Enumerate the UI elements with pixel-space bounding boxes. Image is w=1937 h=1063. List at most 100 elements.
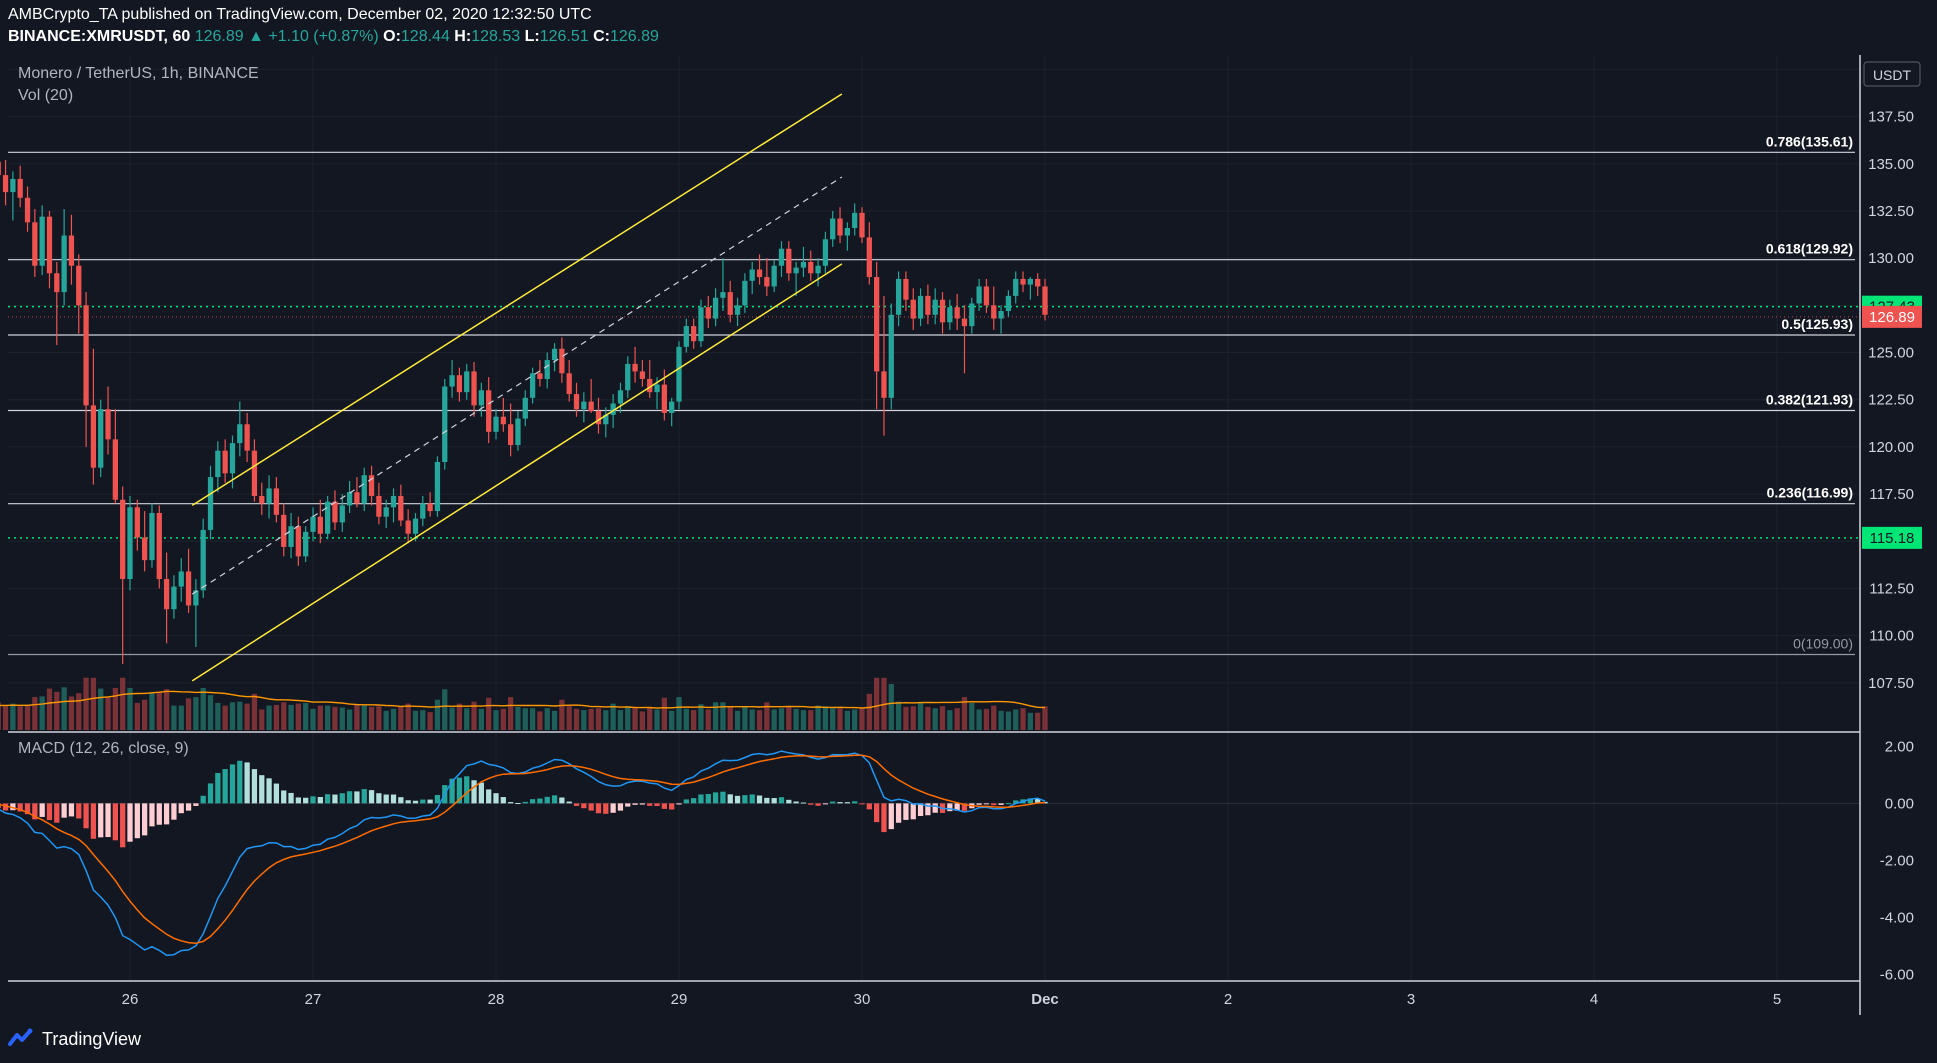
macd-histogram-bar (17, 803, 23, 812)
macd-histogram-bar (200, 795, 206, 804)
volume-bar (859, 708, 865, 730)
candle-body (720, 292, 726, 298)
macd-histogram-bar (874, 803, 880, 823)
candle-body (339, 505, 345, 523)
volume-bar (295, 703, 301, 730)
candle-body (478, 390, 484, 406)
pair-legend[interactable]: Monero / TetherUS, 1h, BINANCE (18, 65, 259, 82)
candle-body (910, 299, 916, 319)
macd-histogram-bar (764, 797, 770, 804)
macd-histogram-bar (222, 769, 228, 804)
volume-legend[interactable]: Vol (20) (18, 87, 74, 104)
tradingview-brand[interactable]: TradingView (8, 1028, 141, 1050)
macd-histogram-bar (537, 798, 543, 804)
volume-bar (603, 710, 609, 730)
macd-histogram-bar (866, 803, 872, 810)
macd-histogram-bar (273, 783, 280, 804)
volume-bar (874, 677, 880, 730)
macd-histogram-bar (808, 803, 814, 805)
time-tick-label: 28 (488, 991, 505, 1008)
macd-histogram-bar (142, 803, 148, 836)
volume-bar (24, 704, 31, 730)
candle-body (493, 416, 499, 432)
candle-body (185, 571, 192, 606)
volume-bar (691, 710, 697, 730)
volume-bar (983, 708, 990, 730)
volume-bar (1035, 712, 1041, 730)
macd-histogram-bar (105, 803, 111, 838)
candle-body (449, 375, 455, 387)
change: ▲ +1.10 (+0.87%) (248, 28, 379, 45)
candle-body (486, 390, 492, 432)
candle-body (983, 286, 990, 306)
macd-histogram-bar (573, 803, 580, 806)
candle-body (90, 405, 97, 468)
fib-levels: 0.786(135.61) 0.618(129.92) 0.5(125.93) 0.3… (8, 133, 1855, 656)
candle-body (325, 501, 331, 534)
macd-histogram-bar (551, 795, 558, 804)
candle-body (771, 265, 777, 287)
candle-body (859, 212, 865, 238)
candle-body (361, 475, 367, 504)
candle-body (200, 529, 206, 591)
macd-histogram-bar (1005, 803, 1012, 805)
low-label: L: (524, 28, 540, 45)
macd-tick-label: 0.00 (1885, 795, 1914, 812)
candle-body (734, 305, 741, 315)
volume-bar (895, 701, 902, 730)
volume-bar (288, 704, 294, 730)
macd-histogram-bar (193, 803, 199, 806)
volume-bar (127, 687, 133, 730)
macd-histogram-bar (991, 803, 997, 806)
close-label: C: (593, 28, 610, 45)
candle-body (800, 261, 807, 268)
volume-bar (120, 677, 126, 730)
volume-bar (903, 706, 909, 730)
volume-bar (917, 702, 924, 730)
candle-body (917, 295, 924, 319)
macd-histogram-bar (149, 803, 155, 827)
signal-line (0, 754, 1046, 945)
macd-histogram-bar (134, 803, 140, 839)
candle-body (0, 161, 1, 176)
price-label-text: 115.18 (1870, 530, 1915, 547)
volume-bar (537, 711, 543, 730)
price-tick-label: 132.50 (1868, 203, 1914, 220)
volume-bar (830, 708, 836, 730)
candle-body (639, 371, 646, 379)
candle-body (508, 424, 514, 446)
volume-bar (793, 708, 799, 730)
macd-histogram-bar (339, 793, 345, 804)
volume-bar (434, 699, 441, 730)
macd-histogram-bar (456, 777, 463, 804)
volume-bar (412, 710, 419, 730)
volume-bar (237, 701, 243, 730)
fib-label: 0.786(135.61) (1766, 133, 1853, 149)
macd-histogram-bar (669, 803, 675, 810)
volume-bar (1020, 708, 1026, 730)
channel-lower-line (191, 263, 843, 682)
macd-histogram-bar (1013, 800, 1019, 804)
volume-bar (566, 706, 572, 730)
candle-body (83, 305, 89, 406)
candle-body (229, 443, 236, 474)
volume-bar (515, 706, 521, 730)
candle-body (193, 590, 199, 606)
volume-bar (390, 708, 397, 730)
candle-body (464, 371, 470, 393)
volume-bar (449, 707, 455, 730)
fib-label: 0.5(125.93) (1781, 316, 1853, 332)
volume-bar (281, 702, 287, 730)
candles[interactable] (0, 111, 1048, 664)
macd-histogram-bar (676, 803, 682, 805)
candle-body (61, 235, 67, 293)
price-channel[interactable] (191, 93, 843, 682)
last-price: 126.89 (194, 28, 244, 45)
macd-histogram-bar (112, 803, 118, 841)
volume-bar (244, 703, 250, 730)
volume-bar (17, 706, 23, 730)
macd-legend[interactable]: MACD (12, 26, close, 9) (18, 740, 189, 757)
macd-histogram-bar (405, 800, 411, 804)
